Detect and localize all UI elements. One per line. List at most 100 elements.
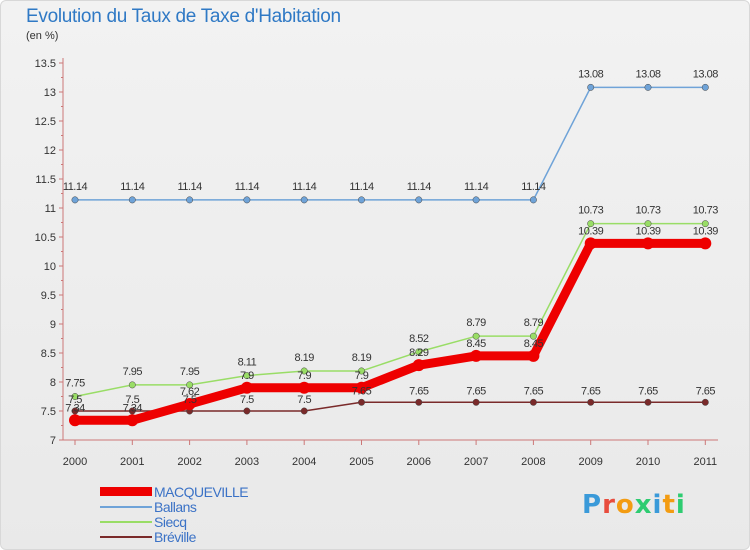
point-siecq [529,332,537,340]
legend-swatch-siecq [100,520,152,523]
point-breville [128,407,136,415]
data-label-ballans: 11.14 [521,181,546,193]
data-label-breville: 7.5 [240,394,254,406]
point-siecq [243,372,251,380]
point-macqueville [69,414,81,427]
point-ballans [358,196,365,204]
data-label-siecq: 8.11 [238,357,257,369]
data-label-macqueville: 10.39 [635,225,660,237]
data-label-macqueville: 7.62 [180,386,200,398]
point-siecq [587,220,595,228]
data-label-breville: 7.5 [68,394,82,406]
point-siecq [358,367,365,375]
data-label-macqueville: 7.34 [123,402,143,414]
data-label-siecq: 7.95 [180,366,200,378]
y-tick-label: 10.5 [35,232,56,244]
data-label-breville: 7.65 [409,385,429,397]
y-tick-label: 12.5 [35,116,56,128]
data-label-breville: 7.5 [125,394,139,406]
data-label-breville: 7.65 [352,385,372,397]
x-tick-label: 2001 [120,456,144,468]
point-siecq [300,367,308,375]
data-label-breville: 7.65 [466,385,486,397]
data-label-breville: 7.65 [524,385,544,397]
x-tick-label: 2008 [521,456,545,468]
point-macqueville [699,237,712,250]
legend-label-breville: Bréville [154,528,196,545]
legend-label-siecq: Siecq [154,513,187,530]
data-label-ballans: 11.14 [407,181,432,193]
y-tick-label: 11.5 [35,174,56,186]
point-macqueville [126,414,139,427]
point-macqueville [527,349,540,362]
x-tick-label: 2011 [693,456,717,468]
point-macqueville [642,237,654,250]
legend-swatch-macqueville [100,487,152,496]
point-ballans [71,196,79,204]
point-ballans [243,196,251,204]
y-tick-label: 7 [50,435,56,447]
point-ballans [415,196,423,204]
data-label-ballans: 11.14 [177,181,202,193]
x-tick-label: 2010 [636,456,660,468]
legend-swatch-breville [100,535,152,538]
data-label-siecq: 10.73 [635,205,660,217]
y-tick-label: 9.5 [41,290,56,302]
point-macqueville [298,381,311,394]
point-breville [529,398,537,406]
data-label-macqueville: 8.45 [524,338,544,350]
legend-label-macqueville: MACQUEVILLE [154,483,249,500]
data-label-ballans: 11.14 [63,181,88,193]
data-label-siecq: 8.52 [409,333,429,345]
brand-letter: t [662,490,676,520]
data-label-macqueville: 10.39 [578,225,603,237]
y-tick-label: 13 [44,87,56,99]
brand-letter: P [582,490,603,520]
point-macqueville [584,237,597,250]
series-line-ballans [74,86,707,201]
y-tick-label: 10 [44,261,56,273]
data-label-macqueville: 8.29 [409,347,429,359]
data-label-breville: 7.5 [183,394,197,406]
point-siecq [71,393,79,400]
brand-letter: o [615,490,635,520]
data-label-breville: 7.65 [581,385,601,397]
point-siecq [472,332,480,340]
data-label-siecq: 7.75 [65,378,85,390]
x-tick-label: 2002 [177,456,201,468]
point-ballans [529,196,537,204]
point-breville [358,398,365,406]
point-breville [415,398,423,406]
y-tick-label: 12 [44,145,56,157]
data-label-siecq: 10.73 [578,205,603,217]
data-label-breville: 7.65 [638,385,658,397]
point-ballans [644,83,652,91]
x-tick-label: 2003 [235,456,259,468]
x-tick-label: 2000 [63,456,87,468]
x-tick-label: 2007 [464,456,488,468]
data-label-siecq: 7.95 [123,366,143,378]
data-label-macqueville: 10.39 [693,225,718,237]
point-breville [701,398,709,406]
data-label-breville: 7.65 [696,385,716,397]
point-macqueville [470,349,483,362]
brand-letter: x [634,490,653,520]
y-tick-label: 8.5 [41,348,56,360]
point-ballans [128,196,136,204]
point-ballans [701,83,709,91]
point-siecq [415,348,423,356]
data-label-ballans: 11.14 [120,181,145,193]
legend-swatch-ballans [100,505,152,508]
point-breville [644,398,652,406]
point-siecq [128,381,136,389]
legend-item-breville: Bréville [100,528,248,545]
data-label-breville: 7.5 [297,394,311,406]
y-tick-label: 13.5 [35,58,56,70]
brand-letter: i [675,490,686,520]
data-label-ballans: 13.08 [693,68,718,80]
data-label-ballans: 11.14 [464,181,489,193]
point-macqueville [183,398,196,411]
y-tick-label: 7.5 [41,406,56,418]
point-breville [243,407,251,415]
data-label-siecq: 8.19 [294,352,314,364]
